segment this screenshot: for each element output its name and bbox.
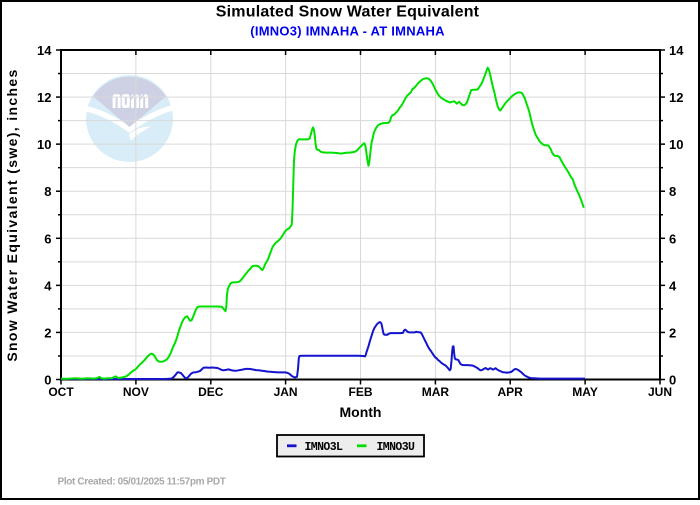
svg-text:6: 6 (669, 231, 676, 246)
svg-text:JUN: JUN (648, 385, 672, 399)
svg-text:6: 6 (44, 231, 51, 246)
svg-text:APR: APR (498, 385, 524, 399)
svg-text:NOV: NOV (123, 385, 149, 399)
svg-text:8: 8 (669, 184, 676, 199)
svg-text:4: 4 (44, 278, 52, 293)
svg-text:10: 10 (669, 137, 683, 152)
svg-text:DEC: DEC (198, 385, 224, 399)
svg-text:IMNO3L: IMNO3L (305, 441, 344, 454)
svg-text:12: 12 (669, 90, 683, 105)
svg-text:MAR: MAR (422, 385, 450, 399)
svg-text:Simulated Snow Water Equivalen: Simulated Snow Water Equivalent (216, 4, 480, 21)
svg-text:10: 10 (37, 137, 51, 152)
svg-text:12: 12 (37, 90, 51, 105)
svg-text:JAN: JAN (274, 385, 298, 399)
svg-text:(IMNO3) IMNAHA - AT IMNAHA: (IMNO3) IMNAHA - AT IMNAHA (250, 24, 445, 39)
svg-text:FEB: FEB (349, 385, 373, 399)
svg-text:8: 8 (44, 184, 51, 199)
svg-text:4: 4 (669, 278, 677, 293)
svg-text:0: 0 (669, 373, 676, 388)
svg-text:14: 14 (669, 43, 684, 58)
svg-text:OCT: OCT (48, 385, 74, 399)
svg-text:Snow Water Equivalent (swe),: Snow Water Equivalent (swe), inches (4, 68, 20, 361)
svg-text:Plot Created: 05/01/2025 11:57: Plot Created: 05/01/2025 11:57pm PDT (58, 477, 226, 488)
svg-text:2: 2 (44, 325, 51, 340)
svg-text:IMNO3U: IMNO3U (377, 441, 416, 454)
svg-text:14: 14 (37, 43, 52, 58)
svg-text:0: 0 (44, 373, 51, 388)
svg-text:Month: Month (340, 404, 382, 420)
svg-text:MAY: MAY (572, 385, 598, 399)
svg-text:2: 2 (669, 325, 676, 340)
